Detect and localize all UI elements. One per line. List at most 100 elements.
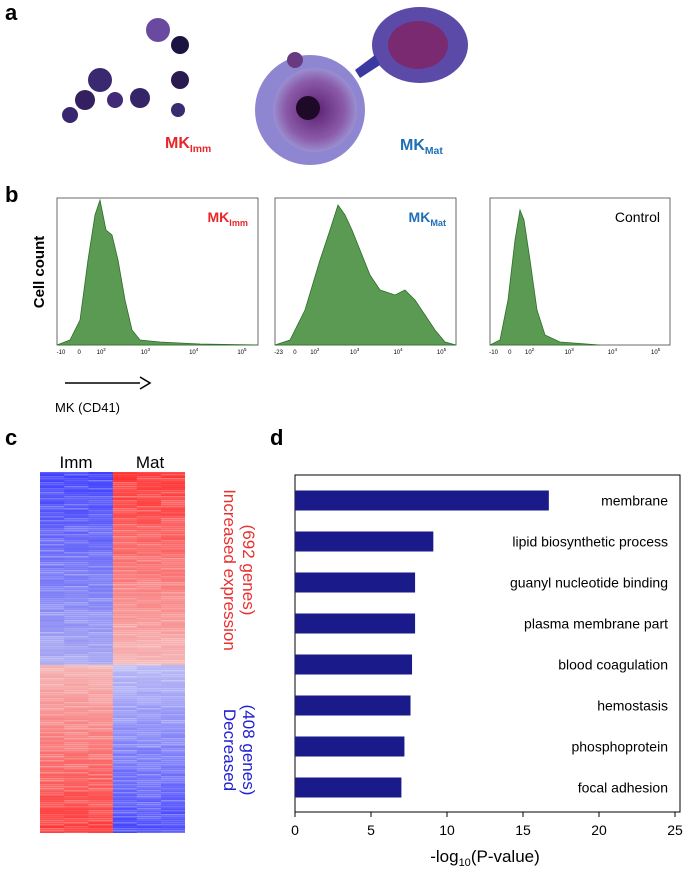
heatmap-stripe <box>64 808 89 810</box>
heatmap-stripe <box>40 788 65 790</box>
heatmap-stripe <box>40 596 65 598</box>
heatmap-stripe <box>112 592 137 594</box>
heatmap-stripe <box>40 794 65 796</box>
heatmap-stripe <box>161 582 186 584</box>
heatmap-stripe <box>40 652 65 654</box>
category-label: focal adhesion <box>578 780 668 796</box>
heatmap-stripe <box>137 502 161 504</box>
heatmap-stripe <box>40 604 65 606</box>
heatmap-stripe <box>64 522 88 524</box>
heatmap-stripe <box>40 702 64 704</box>
heatmap-stripe <box>40 716 65 718</box>
heatmap-stripe <box>137 572 161 574</box>
heatmap-stripe <box>112 472 137 474</box>
heatmap-stripe <box>40 504 65 506</box>
heatmap-stripe <box>161 756 186 758</box>
heatmap-stripe <box>40 472 65 474</box>
heatmap-stripe <box>64 576 89 578</box>
heatmap-stripe <box>161 474 186 476</box>
heatmap-stripe <box>40 534 65 536</box>
heatmap-stripe <box>136 826 161 828</box>
heatmap-stripe <box>161 688 186 690</box>
heatmap-stripe <box>112 556 137 558</box>
heatmap-stripe <box>64 498 89 500</box>
heatmap-stripe <box>40 708 65 710</box>
heatmap-stripe <box>161 818 186 820</box>
heatmap-stripe <box>64 690 89 692</box>
panel-label: b <box>5 182 18 207</box>
heatmap-stripe <box>40 632 65 634</box>
heatmap-stripe <box>113 552 137 554</box>
heatmap-stripe <box>112 638 137 640</box>
heatmap-stripe <box>40 482 65 484</box>
x-axis-label: MK (CD41) <box>55 400 120 415</box>
heatmap-stripe <box>88 772 112 774</box>
heatmap-stripe <box>64 720 89 722</box>
heatmap-stripe <box>112 566 137 568</box>
heatmap-stripe <box>64 826 89 828</box>
heatmap-stripe <box>64 570 89 572</box>
heatmap-stripe <box>112 630 137 632</box>
heatmap-stripe <box>136 804 161 806</box>
heatmap-stripe <box>64 802 89 804</box>
heatmap-stripe <box>136 604 161 606</box>
x-tick-label: -10 <box>57 350 66 356</box>
heatmap-stripe <box>112 810 137 812</box>
heatmap-stripe <box>88 618 113 620</box>
heatmap-stripe <box>136 510 161 512</box>
heatmap-stripe <box>64 828 89 830</box>
tick-base: 10 <box>651 350 658 356</box>
heatmap-stripe <box>88 564 113 566</box>
tick-exp: 5 <box>444 347 447 352</box>
heatmap-stripe <box>64 618 89 620</box>
heatmap-stripe <box>136 556 161 558</box>
heatmap-stripe <box>161 576 186 578</box>
heatmap-stripe <box>88 810 113 812</box>
heatmap-stripe <box>40 546 64 548</box>
heatmap-stripe <box>40 672 65 674</box>
heatmap-stripe <box>112 790 137 792</box>
heatmap-stripe <box>88 562 113 564</box>
heatmap-stripe <box>64 750 89 752</box>
heatmap-stripe <box>64 530 89 532</box>
micrograph <box>62 7 468 165</box>
heatmap-stripe <box>88 814 113 816</box>
heatmap-stripe <box>88 734 113 736</box>
heatmap-stripe <box>161 486 186 488</box>
heatmap-stripe <box>161 476 186 478</box>
heatmap-stripe <box>136 614 161 616</box>
heatmap-stripe <box>40 540 65 542</box>
heatmap-stripe <box>64 600 89 602</box>
heatmap-stripe <box>40 826 64 828</box>
heatmap-stripe <box>64 776 89 778</box>
heatmap-stripe <box>88 624 113 626</box>
heatmap-stripe <box>136 662 161 664</box>
bar <box>295 531 434 552</box>
heatmap-stripe <box>40 790 65 792</box>
heatmap-stripe <box>88 476 113 478</box>
histograms <box>56 197 671 390</box>
heatmap-stripe <box>112 490 137 492</box>
heatmap-stripe <box>161 774 186 776</box>
heatmap-stripe <box>64 482 89 484</box>
heatmap-stripe <box>64 738 89 740</box>
heatmap-stripe <box>112 792 137 794</box>
heatmap-stripe <box>161 618 186 620</box>
heatmap-stripe <box>136 798 161 800</box>
heatmap-stripe <box>88 640 113 642</box>
heatmap-stripe <box>88 600 113 602</box>
heatmap-stripe <box>161 714 186 716</box>
heatmap-stripe <box>88 676 113 678</box>
heatmap-stripe <box>161 786 186 788</box>
heatmap-stripe <box>112 676 137 678</box>
heatmap-stripe <box>112 702 137 704</box>
heatmap-stripe <box>136 764 161 766</box>
heatmap-stripe <box>40 754 65 756</box>
heatmap-stripe <box>136 800 161 802</box>
heatmap-stripe <box>112 598 137 600</box>
heatmap-stripe <box>161 690 186 692</box>
heatmap-stripe <box>161 490 186 492</box>
heatmap-stripe <box>64 486 89 488</box>
heatmap-stripe <box>112 628 137 630</box>
heatmap-stripe <box>136 806 161 808</box>
